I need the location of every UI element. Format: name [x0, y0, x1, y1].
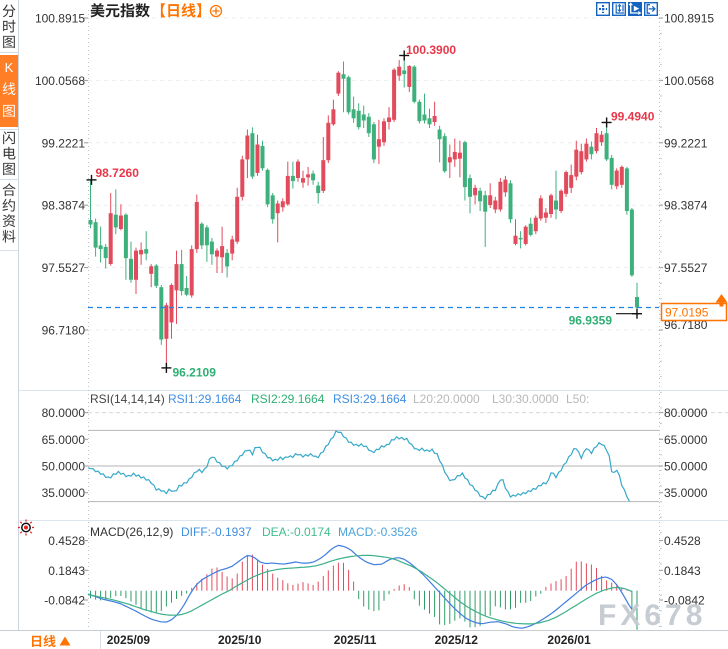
svg-text:97.0195: 97.0195	[665, 306, 709, 320]
svg-text:96.9359: 96.9359	[569, 314, 613, 328]
svg-text:35.0000: 35.0000	[664, 486, 708, 500]
svg-text:L50:: L50:	[566, 392, 589, 406]
svg-text:100.8915: 100.8915	[664, 12, 714, 26]
svg-text:0.4528: 0.4528	[664, 534, 701, 548]
svg-text:96.7180: 96.7180	[42, 324, 86, 338]
svg-text:50.0000: 50.0000	[664, 460, 708, 474]
svg-text:80.0000: 80.0000	[664, 406, 708, 420]
svg-text:RSI3:29.1664: RSI3:29.1664	[333, 392, 407, 406]
svg-text:0.4528: 0.4528	[48, 534, 85, 548]
svg-text:0.1843: 0.1843	[48, 564, 85, 578]
svg-text:98.3874: 98.3874	[664, 199, 708, 213]
svg-text:RSI(14,14,14): RSI(14,14,14)	[90, 392, 165, 406]
svg-text:50.0000: 50.0000	[42, 460, 86, 474]
svg-text:2025/09: 2025/09	[107, 633, 151, 647]
svg-text:FX678: FX678	[598, 599, 706, 632]
svg-text:65.0000: 65.0000	[42, 433, 86, 447]
svg-text:100.0568: 100.0568	[664, 74, 714, 88]
svg-text:98.3874: 98.3874	[42, 199, 86, 213]
svg-text:100.8915: 100.8915	[35, 12, 85, 26]
svg-text:99.2221: 99.2221	[42, 136, 86, 150]
svg-text:-0.0842: -0.0842	[44, 594, 85, 608]
svg-text:L20:20.0000: L20:20.0000	[413, 392, 480, 406]
svg-text:RSI2:29.1664: RSI2:29.1664	[251, 392, 325, 406]
svg-text:RSI1:29.1664: RSI1:29.1664	[168, 392, 242, 406]
svg-text:MACD:-0.3526: MACD:-0.3526	[338, 525, 418, 539]
svg-text:2025/12: 2025/12	[435, 633, 479, 647]
svg-text:35.0000: 35.0000	[42, 486, 86, 500]
svg-text:0.1843: 0.1843	[664, 564, 701, 578]
svg-text:2025/11: 2025/11	[334, 633, 377, 647]
svg-text:100.3900: 100.3900	[406, 43, 456, 57]
svg-text:L30:30.0000: L30:30.0000	[492, 392, 559, 406]
svg-text:80.0000: 80.0000	[42, 406, 86, 420]
svg-text:-0.0842: -0.0842	[664, 594, 705, 608]
svg-text:98.7260: 98.7260	[96, 166, 140, 180]
svg-text:K: K	[5, 60, 14, 75]
svg-text:2026/01: 2026/01	[547, 633, 591, 647]
svg-text:96.2109: 96.2109	[173, 366, 217, 380]
svg-text:99.4940: 99.4940	[611, 110, 655, 124]
svg-text:96.7180: 96.7180	[664, 318, 708, 332]
svg-text:100.0568: 100.0568	[35, 74, 85, 88]
svg-text:DIFF:-0.1937: DIFF:-0.1937	[181, 525, 252, 539]
svg-text:97.5527: 97.5527	[42, 261, 86, 275]
svg-text:99.2221: 99.2221	[664, 136, 708, 150]
svg-text:MACD(26,12,9): MACD(26,12,9)	[90, 525, 173, 539]
svg-text:97.5527: 97.5527	[664, 261, 708, 275]
svg-text:65.0000: 65.0000	[664, 433, 708, 447]
svg-text:2025/10: 2025/10	[218, 633, 262, 647]
svg-text:DEA:-0.0174: DEA:-0.0174	[262, 525, 331, 539]
